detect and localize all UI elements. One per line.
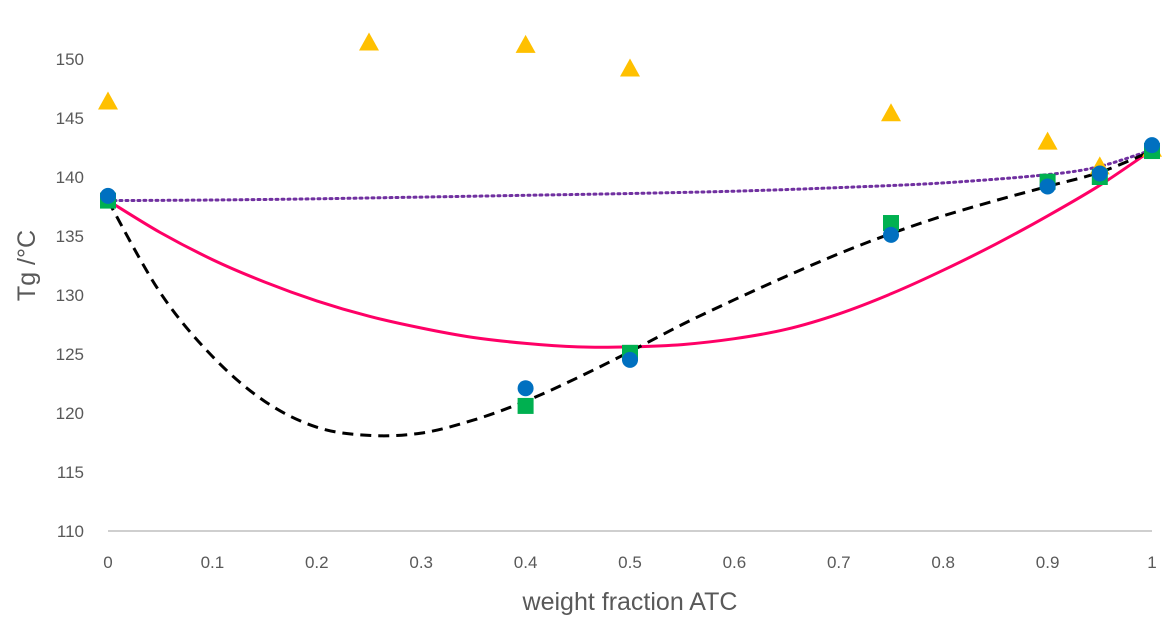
circle-marker xyxy=(517,380,534,397)
x-tick-label: 0.7 xyxy=(827,553,851,572)
circle-marker xyxy=(100,187,116,204)
triangle-marker xyxy=(98,91,118,110)
y-tick-label: 145 xyxy=(56,109,84,128)
series-circle-markers xyxy=(100,137,1160,397)
x-tick-label: 0.5 xyxy=(618,553,642,572)
x-tick-label: 0.2 xyxy=(305,553,329,572)
triangle-marker xyxy=(359,32,379,51)
circle-marker xyxy=(883,226,899,243)
y-tick-label: 135 xyxy=(56,227,84,246)
x-axis-ticks: 0 0.1 0.2 0.3 0.4 0.5 0.6 0.7 0.8 0.9 1 xyxy=(103,553,1156,572)
y-tick-label: 140 xyxy=(56,168,84,187)
y-axis-ticks: 110 115 120 125 130 135 140 145 150 xyxy=(56,50,84,541)
circle-marker xyxy=(1039,178,1056,195)
triangle-marker xyxy=(515,34,536,53)
triangle-marker xyxy=(620,58,640,77)
circle-marker xyxy=(1144,137,1160,154)
series-line-dotted xyxy=(106,148,1154,203)
x-tick-label: 1 xyxy=(1147,553,1156,572)
x-tick-label: 0.9 xyxy=(1036,553,1060,572)
circle-marker xyxy=(1091,165,1108,182)
x-tick-label: 0.6 xyxy=(723,553,747,572)
triangle-marker xyxy=(1037,131,1058,150)
triangle-marker xyxy=(881,103,901,122)
series-triangle-markers xyxy=(98,32,1162,175)
y-tick-label: 130 xyxy=(56,286,84,305)
x-tick-label: 0.3 xyxy=(409,553,433,572)
y-tick-label: 120 xyxy=(56,404,84,423)
y-tick-label: 110 xyxy=(57,522,84,541)
square-marker xyxy=(883,215,899,232)
y-tick-label: 125 xyxy=(56,345,84,364)
y-tick-label: 115 xyxy=(57,463,84,482)
plot-area xyxy=(98,32,1162,438)
x-axis-title: weight fraction ATC xyxy=(522,588,738,616)
x-tick-label: 0.8 xyxy=(931,553,955,572)
circle-marker xyxy=(622,351,638,368)
y-tick-label: 150 xyxy=(56,50,84,69)
square-marker xyxy=(517,397,534,414)
y-axis-title: Tg /°C xyxy=(13,230,41,301)
series-line-dashed xyxy=(106,149,1153,438)
x-tick-label: 0 xyxy=(103,553,112,572)
x-tick-label: 0.4 xyxy=(514,553,538,572)
x-tick-label: 0.1 xyxy=(201,553,225,572)
